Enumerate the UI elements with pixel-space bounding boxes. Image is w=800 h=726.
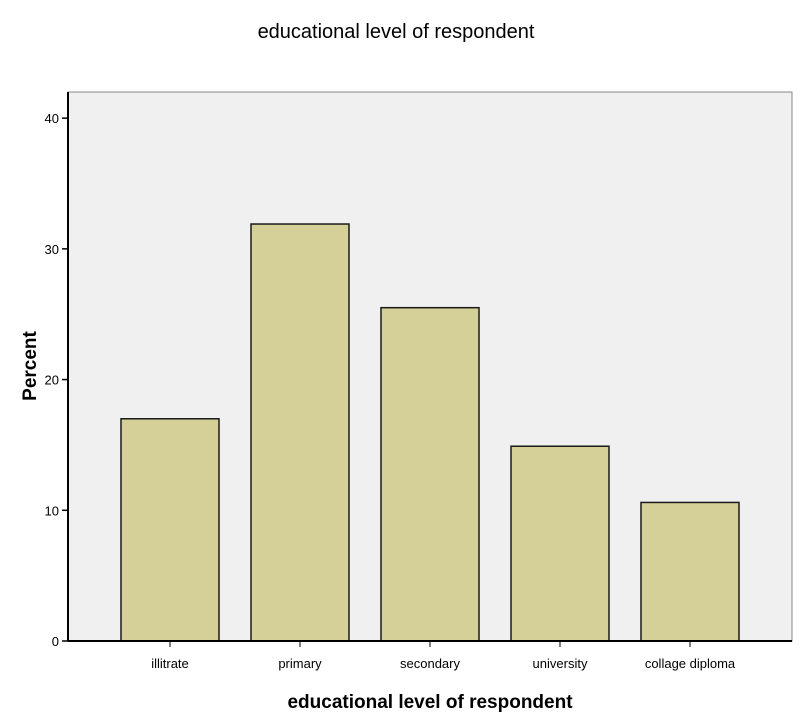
y-tick-label: 10 — [45, 503, 59, 518]
y-axis-title: Percent — [20, 330, 41, 400]
y-axis-ticks: 0 10 20 30 40 — [45, 111, 68, 649]
x-axis-title: educational level of respondent — [287, 692, 573, 713]
bar-primary — [250, 223, 350, 642]
y-tick-label: 30 — [45, 242, 59, 257]
chart-title: educational level of respondent — [258, 21, 535, 43]
bars-group — [120, 223, 740, 642]
y-tick-label: 0 — [52, 634, 59, 649]
y-tick-label: 40 — [45, 111, 59, 126]
x-tick-label: primary — [278, 656, 322, 671]
bar-university — [510, 445, 610, 642]
x-tick-label: secondary — [400, 656, 460, 671]
x-axis-ticks: illitrate primary secondary university colla… — [151, 641, 736, 671]
x-tick-label: illitrate — [151, 656, 189, 671]
x-tick-label: university — [533, 656, 588, 671]
bar-illitrate — [120, 418, 220, 642]
bar-collage-diploma — [640, 501, 740, 642]
y-tick-label: 20 — [45, 373, 59, 388]
bar-secondary — [380, 306, 480, 642]
x-tick-label: collage diploma — [645, 656, 736, 671]
